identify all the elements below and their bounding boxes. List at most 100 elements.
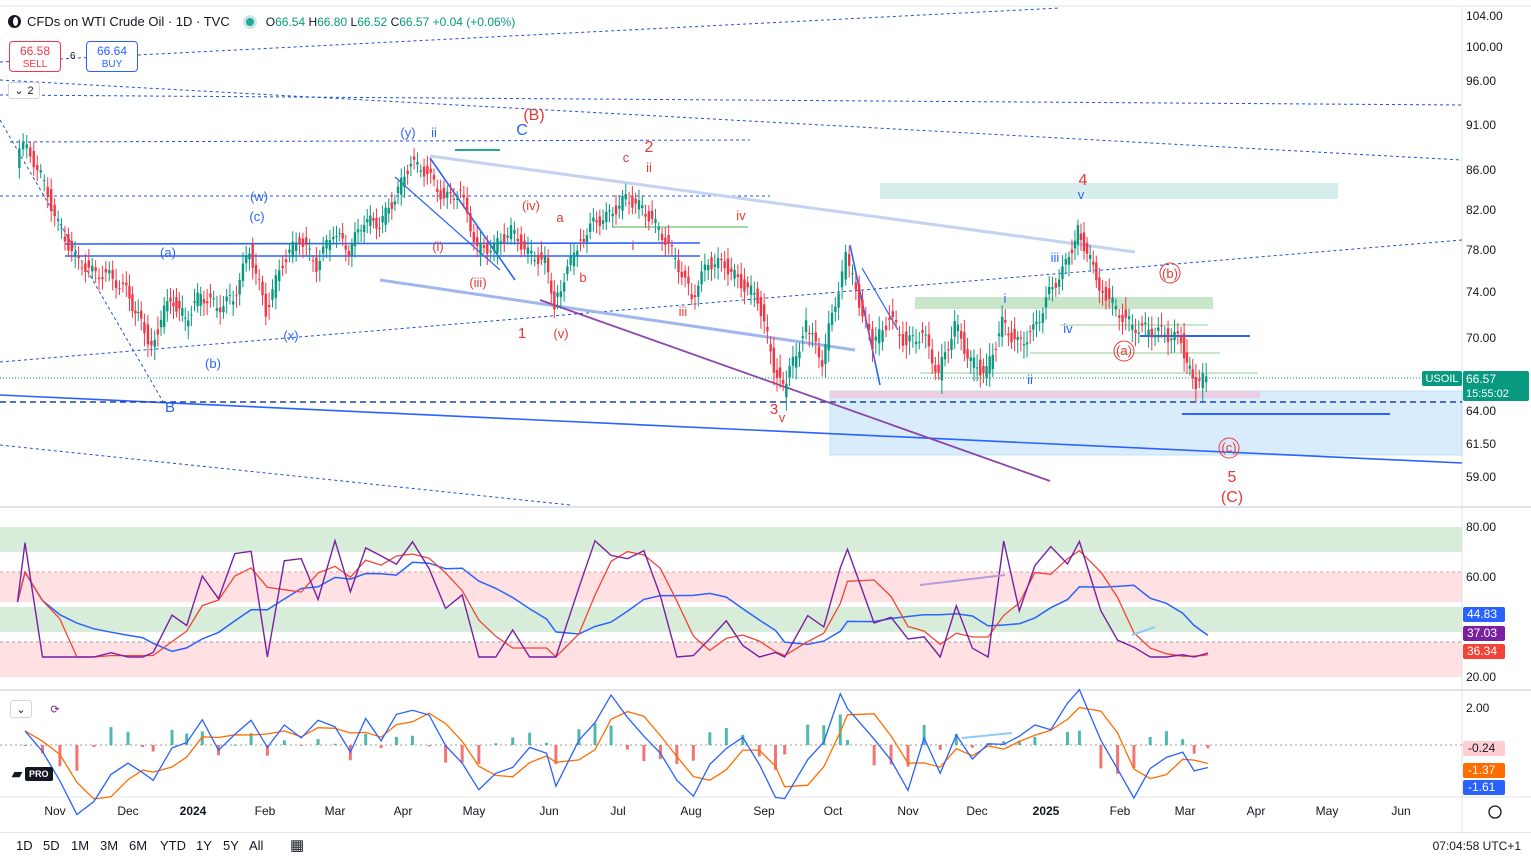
candle-body (1124, 309, 1127, 318)
timeframe-5d[interactable]: 5D (43, 838, 60, 853)
candle-body (588, 223, 592, 233)
timeframe-6m[interactable]: 6M (129, 838, 148, 853)
time-tick-label: Apr (1247, 804, 1266, 818)
macd-histogram-bar (938, 745, 942, 750)
symbol-tag: USOIL (1425, 373, 1458, 385)
candle-body (1022, 344, 1026, 346)
candle-body (533, 260, 536, 262)
candle-body (579, 239, 582, 241)
candle-body (516, 238, 519, 242)
market-status-dot-icon (245, 17, 254, 26)
macd-histogram-bar (1017, 740, 1021, 745)
candle-body (1016, 336, 1019, 341)
macd-histogram-bar (170, 729, 174, 745)
clock[interactable]: 07:04:58 UTC+1 (1432, 839, 1521, 853)
timeframe-3m[interactable]: 3M (100, 838, 119, 853)
price-tick-label: 104.00 (1466, 9, 1503, 23)
time-tick-label: Nov (44, 804, 65, 818)
timeframe-ytd[interactable]: YTD (160, 838, 186, 853)
candle-body (881, 330, 884, 342)
macd-collapse-button[interactable]: ⌄ (10, 700, 32, 718)
candle-body (218, 307, 222, 313)
dashed-channel-lower (0, 239, 1463, 363)
timeframe-1d[interactable]: 1D (16, 838, 33, 853)
rsi-bb-basis-line (16, 561, 1209, 653)
candle-body (1032, 324, 1035, 330)
candle-body (446, 191, 449, 198)
candle-body (400, 177, 403, 195)
candle-body (172, 302, 175, 307)
candle-body (150, 340, 153, 346)
timeframe-1m[interactable]: 1M (71, 838, 90, 853)
low-key: L (350, 14, 358, 29)
timeframe-all[interactable]: All (249, 838, 264, 853)
symbol-title[interactable]: CFDs on WTI Crude Oil · 1D · TVC (27, 14, 230, 29)
candle-body (1160, 325, 1163, 327)
macd-sync-button[interactable]: ⟳ (44, 700, 66, 718)
date-range-icon[interactable]: ▦ (290, 837, 305, 854)
candle-body (631, 195, 634, 208)
macd-histogram-bar (75, 745, 79, 771)
candle-body (1057, 279, 1061, 287)
buy-button[interactable]: 66.64 BUY (86, 41, 138, 72)
countdown-label: 15:55:02 (1466, 388, 1509, 400)
candle-body (582, 238, 585, 242)
tradingview-logo[interactable]: ▰ PRO (12, 766, 53, 782)
candle-body (911, 335, 915, 337)
price-tick-label: 100.00 (1466, 40, 1503, 54)
indicators-collapse-button[interactable]: ⌄ 2 (8, 82, 40, 99)
wave-label: (iv) (522, 198, 540, 213)
macd-histogram-bar (675, 745, 679, 764)
candle-body (703, 264, 707, 271)
candle-body (143, 322, 146, 334)
impulse-line-4 (861, 267, 899, 331)
macd-histogram-bar (822, 725, 826, 745)
candle-body (644, 213, 647, 217)
candle-body (997, 333, 1001, 337)
candle-body (67, 234, 70, 251)
macd-histogram-bar (233, 744, 237, 746)
macd-tick-label: 2.00 (1466, 701, 1490, 715)
candle-body (769, 344, 772, 352)
wedge-upper-line (429, 154, 1136, 254)
candle-body (244, 255, 248, 264)
candle-body (553, 291, 556, 310)
candle-body (1163, 334, 1167, 336)
wave-label: iii (1051, 250, 1060, 265)
candle-body (884, 325, 888, 331)
wave-label: v (779, 410, 786, 425)
candle-body (366, 219, 369, 223)
candle-body (1051, 287, 1054, 290)
candle-body (489, 250, 492, 253)
candle-body (864, 319, 868, 321)
candle-body (175, 297, 178, 312)
candle-body (267, 305, 271, 308)
candle-body (416, 161, 419, 165)
macd-histogram-bar (511, 737, 515, 745)
timeframe-5y[interactable]: 5Y (223, 838, 239, 853)
candle-body (225, 296, 228, 302)
candle-body (1064, 259, 1068, 265)
timeframe-1y[interactable]: 1Y (196, 838, 212, 853)
symbol-header: CFDs on WTI Crude Oil · 1D · TVC O66.54 … (8, 14, 515, 29)
macd-histogram-bar (249, 733, 253, 745)
candle-body (131, 294, 134, 312)
tv-source-logo-icon (8, 15, 21, 28)
candle-body (393, 201, 397, 205)
candle-body (641, 205, 644, 208)
candle-body (1111, 297, 1114, 304)
settings-gear-icon (1488, 805, 1502, 819)
candle-body (459, 189, 462, 191)
candle-body (540, 252, 543, 260)
candle-body (775, 369, 779, 379)
price-tick-label: 74.00 (1466, 285, 1496, 299)
candle-body (1176, 331, 1180, 334)
candle-body (63, 236, 67, 242)
macd-histogram-bar (1099, 745, 1103, 769)
candle-body (1054, 282, 1057, 288)
candle-body (598, 216, 602, 226)
sell-button[interactable]: 66.58 SELL (9, 41, 61, 72)
candle-body (318, 260, 321, 271)
